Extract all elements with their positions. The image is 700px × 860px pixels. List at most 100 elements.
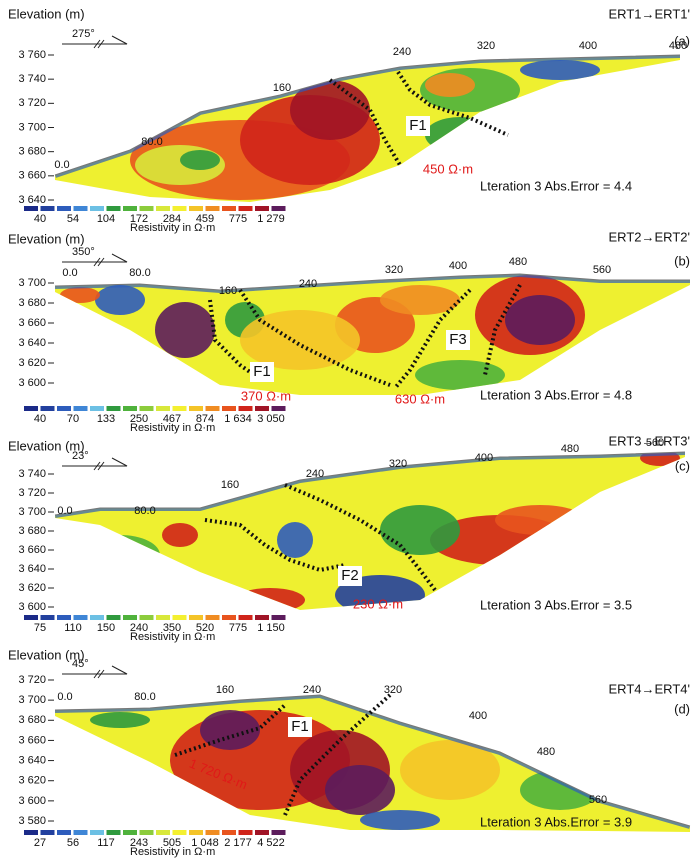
- fault-line: [284, 483, 437, 592]
- colorbar-tick: 1 150: [257, 622, 285, 634]
- ert-panel: Elevation (m) ERT3→ERT3' (c) 23° 3 740 3 720 3…: [8, 433, 690, 642]
- elevation-tick: 3 620: [18, 582, 46, 594]
- colorbar-swatch: [271, 830, 286, 835]
- resistivity-zone: [90, 712, 150, 728]
- distance-label: 320: [477, 40, 495, 52]
- colorbar-tick: 40: [34, 213, 46, 225]
- elevation-tick: 3 600: [18, 601, 46, 613]
- colorbar-swatch: [123, 615, 137, 620]
- distance-label: 480: [509, 256, 527, 268]
- distance-label: 560: [593, 264, 611, 276]
- elevation-tick: 3 720: [18, 674, 46, 686]
- colorbar-tick: 1 634: [224, 413, 252, 425]
- elevation-tick: 3 680: [18, 525, 46, 537]
- resistivity-note: 370 Ω·m: [241, 388, 291, 403]
- distance-label: 320: [389, 458, 407, 470]
- distance-label: 400: [579, 40, 597, 52]
- colorbar-tick: 467: [163, 413, 181, 425]
- elevation-tick: 3 620: [18, 357, 46, 369]
- colorbar-tick: 150: [97, 622, 115, 634]
- resistivity-zone: [380, 285, 460, 315]
- fault-label: F1: [291, 718, 309, 735]
- resistivity-section: [55, 55, 680, 202]
- surface-line: [54, 54, 681, 176]
- colorbar-swatch: [255, 830, 269, 835]
- colorbar-swatch: [205, 830, 220, 835]
- colorbar-swatch: [205, 406, 220, 411]
- azimuth: 275°: [72, 28, 95, 40]
- colorbar-swatch: [106, 206, 121, 211]
- colorbar-swatch: [106, 615, 121, 620]
- colorbar-tick: 56: [67, 837, 79, 849]
- fault-line: [174, 703, 287, 757]
- colorbar-tick: 1 279: [257, 213, 285, 225]
- elevation-tick: 3 600: [18, 377, 46, 389]
- colorbar-swatch: [57, 830, 71, 835]
- distance-label: 0.0: [57, 691, 72, 703]
- fault-line: [283, 693, 392, 816]
- elevation-tick: 3 680: [18, 146, 46, 158]
- distance-label: 480: [561, 443, 579, 455]
- colorbar-swatch: [123, 406, 137, 411]
- distance-label: 0.0: [57, 505, 72, 517]
- resistivity-zone: [425, 73, 475, 97]
- resistivity-section: [55, 452, 685, 610]
- resistivity-zone: [495, 505, 585, 535]
- error-text: Lteration 3 Abs.Error = 3.9: [480, 814, 632, 829]
- resistivity-zone: [505, 295, 575, 345]
- resistivity-zone: [95, 285, 145, 315]
- colorbar-swatch: [156, 406, 170, 411]
- elevation-label: Elevation (m): [8, 231, 85, 246]
- colorbar-tick: 350: [163, 622, 181, 634]
- distance-label: 240: [393, 46, 411, 58]
- fault-line: [208, 299, 252, 374]
- colorbar-swatch: [222, 615, 236, 620]
- colorbar-swatch: [90, 830, 104, 835]
- colorbar-swatch: [255, 406, 269, 411]
- distance-label: 560: [646, 437, 664, 449]
- colorbar-swatch: [156, 830, 170, 835]
- colorbar-swatch: [238, 615, 253, 620]
- colorbar-swatch: [73, 830, 88, 835]
- resistivity-zone: [162, 523, 198, 547]
- fault-line: [483, 284, 522, 376]
- colorbar-swatch: [238, 206, 253, 211]
- fault-label-bg: [288, 717, 312, 737]
- colorbar-tick: 459: [196, 213, 214, 225]
- elevation-tick: 3 660: [18, 734, 46, 746]
- colorbar-swatch: [271, 406, 286, 411]
- distance-label: 80.0: [134, 691, 155, 703]
- colorbar-swatch: [189, 615, 203, 620]
- colorbar-swatch: [205, 206, 220, 211]
- distance-label: 80.0: [129, 267, 150, 279]
- distance-label: 480: [537, 746, 555, 758]
- panel-label: (a): [674, 33, 690, 48]
- colorbar-swatch: [24, 406, 38, 411]
- fault-label-bg: [446, 330, 470, 350]
- elevation-tick: 3 640: [18, 563, 46, 575]
- colorbar-swatch: [156, 206, 170, 211]
- elevation-tick: 3 700: [18, 506, 46, 518]
- colorbar-tick: 775: [229, 213, 247, 225]
- colorbar-swatch: [40, 406, 55, 411]
- colorbar-swatch: [73, 206, 88, 211]
- distance-label: 240: [303, 684, 321, 696]
- colorbar-swatch: [189, 830, 203, 835]
- elevation-tick: 3 680: [18, 714, 46, 726]
- colorbar-swatch: [106, 406, 121, 411]
- resistivity-zone: [415, 360, 505, 390]
- distance-label: 240: [306, 468, 324, 480]
- elevation-tick: 3 740: [18, 468, 46, 480]
- colorbar-tick: 104: [97, 213, 115, 225]
- fault-label-bg: [406, 116, 430, 136]
- resistivity-zone: [380, 505, 460, 555]
- resistivity-zone: [360, 810, 440, 830]
- colorbar-swatch: [255, 206, 269, 211]
- azimuth: 23°: [72, 450, 89, 462]
- distance-label: 80.0: [134, 505, 155, 517]
- resistivity-zone: [155, 302, 215, 358]
- colorbar-swatch: [57, 406, 71, 411]
- fault-line: [204, 518, 346, 573]
- fault-line: [396, 70, 509, 137]
- distance-label: 160: [273, 82, 291, 94]
